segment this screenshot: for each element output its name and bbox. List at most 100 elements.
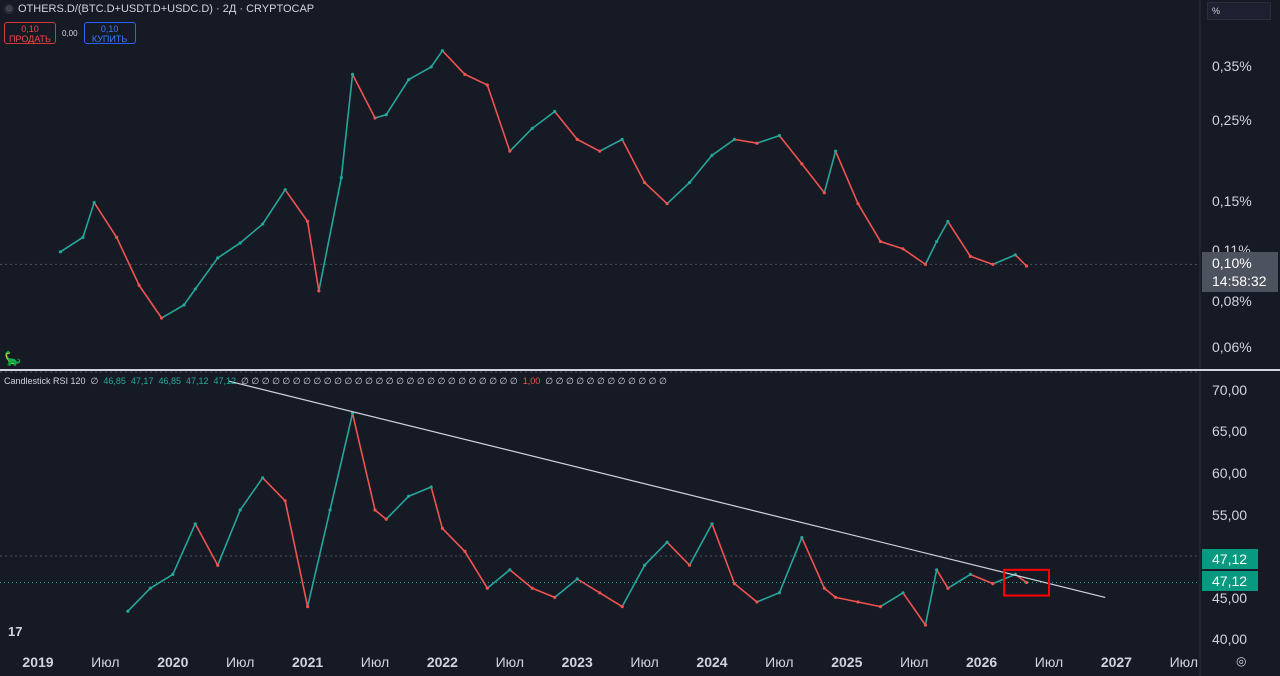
price-segment (285, 190, 307, 222)
price-point (935, 240, 938, 243)
price-point (441, 49, 444, 52)
rsi-segment (937, 570, 948, 588)
rsi-segment (925, 570, 936, 625)
price-point (407, 78, 410, 81)
price-point (1014, 253, 1017, 256)
dino-icon[interactable]: 🦕 (4, 350, 21, 367)
rsi-tick: 45,00 (1212, 590, 1247, 606)
price-segment (139, 285, 161, 318)
price-segment (734, 139, 756, 143)
price-segment (375, 115, 386, 118)
rsi-point (946, 587, 949, 590)
price-point (182, 303, 185, 306)
tradingview-logo[interactable]: 17 (8, 624, 22, 639)
price-segment (409, 67, 431, 80)
price-segment (431, 51, 442, 67)
price-segment (690, 155, 712, 182)
rsi-point (834, 596, 837, 599)
rsi-segment (263, 478, 285, 501)
current-price-badge: 0,10% 14:58:32 (1202, 252, 1278, 292)
rsi-point (935, 568, 938, 571)
rsi-point (969, 573, 972, 576)
indicator-value: 46,85 (103, 376, 126, 387)
price-segment (622, 139, 644, 182)
rsi-segment (712, 524, 734, 584)
rsi-point (463, 550, 466, 553)
price-point (531, 127, 534, 130)
price-point (643, 181, 646, 184)
rsi-segment (308, 510, 330, 607)
price-segment (667, 183, 689, 204)
rsi-point (755, 600, 758, 603)
rsi-point (216, 564, 219, 567)
rsi-segment (779, 538, 801, 593)
price-point (991, 263, 994, 266)
price-point (901, 247, 904, 250)
rsi-segment (970, 574, 992, 583)
price-point (306, 220, 309, 223)
rsi-segment (195, 524, 217, 565)
rsi-point (430, 485, 433, 488)
rsi-point (194, 522, 197, 525)
rsi-point (621, 605, 624, 608)
rsi-trendline (229, 381, 1105, 597)
price-point (463, 73, 466, 76)
time-axis-label: Июл (496, 654, 524, 670)
rsi-point (879, 605, 882, 608)
indicator-empty-values: ∅ ∅ ∅ ∅ ∅ ∅ ∅ ∅ ∅ ∅ ∅ ∅ ∅ ∅ ∅ ∅ ∅ ∅ ∅ ∅ … (241, 376, 518, 387)
time-axis-label: Июл (361, 654, 389, 670)
time-axis-label: Июл (630, 654, 658, 670)
rsi-segment (240, 478, 262, 510)
time-axis-label: 2026 (966, 654, 997, 670)
price-segment (117, 237, 139, 285)
settings-icon[interactable]: ◎ (1236, 654, 1246, 668)
time-axis[interactable]: 2019 Июл 2020 Июл 2021 Июл 2022 Июл 2023 Июл 2024 И… (0, 648, 1200, 676)
indicator-legend[interactable]: Candlestick RSI 120 ∅ 46,85 47,17 46,85 … (4, 376, 667, 387)
price-point (138, 284, 141, 287)
rsi-tick: 65,00 (1212, 423, 1247, 439)
price-point (261, 222, 264, 225)
price-point (1025, 264, 1028, 267)
price-segment (487, 85, 509, 151)
price-point (621, 138, 624, 141)
price-point (81, 236, 84, 239)
rsi-value-badge: 47,12 (1202, 571, 1258, 591)
price-segment (802, 164, 824, 193)
rsi-point (149, 587, 152, 590)
rsi-point (508, 568, 511, 571)
current-price: 0,10% (1212, 254, 1278, 272)
indicator-value: 47,12 (186, 376, 209, 387)
rsi-segment (622, 565, 644, 606)
rsi-segment (836, 597, 858, 602)
rsi-point (710, 522, 713, 525)
rsi-point (688, 564, 691, 567)
rsi-segment (903, 593, 925, 625)
price-segment (240, 224, 262, 243)
rsi-point (239, 508, 242, 511)
price-point (115, 236, 118, 239)
rsi-point (901, 591, 904, 594)
pane-divider[interactable] (0, 369, 1280, 371)
rsi-segment (881, 593, 903, 607)
rsi-segment (757, 593, 779, 602)
price-point (856, 202, 859, 205)
price-point (710, 154, 713, 157)
rsi-point (800, 536, 803, 539)
price-point (553, 110, 556, 113)
price-point (430, 65, 433, 68)
indicator-value: 47,17 (131, 376, 154, 387)
indicator-value: 47,12 (214, 376, 237, 387)
price-segment (993, 255, 1015, 265)
price-point (823, 191, 826, 194)
indicator-value: 46,85 (158, 376, 181, 387)
price-segment (836, 151, 858, 204)
price-segment (948, 222, 970, 257)
rsi-point (991, 582, 994, 585)
price-point (969, 255, 972, 258)
price-point (733, 138, 736, 141)
rsi-tick: 55,00 (1212, 507, 1247, 523)
bar-countdown: 14:58:32 (1212, 272, 1278, 290)
rsi-point (856, 600, 859, 603)
rsi-point (373, 508, 376, 511)
